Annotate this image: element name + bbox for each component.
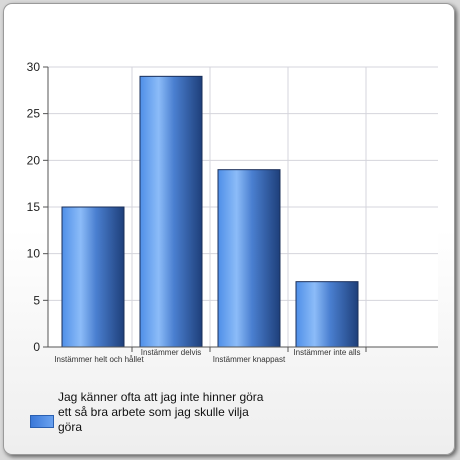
y-tick-label: 25 [27,107,41,121]
y-tick-label: 10 [27,247,41,261]
legend: Jag känner ofta att jag inte hinner göra… [30,390,330,442]
bar [295,281,359,348]
category-label: Instämmer knappast [213,355,286,364]
bar [61,206,125,348]
category-label: Instämmer delvis [141,348,201,357]
bar [139,75,203,348]
chart-frame: 0 5 10 15 20 25 30 Instämmer helt och hållet Ins… [3,3,455,455]
y-tick-label: 0 [33,340,40,354]
y-tick-label: 15 [27,200,41,214]
y-tick-label: 20 [27,153,41,167]
category-label: Instämmer inte alls [293,348,360,357]
legend-swatch [30,415,54,428]
y-tick-label: 30 [27,60,41,74]
bar [217,169,281,348]
category-label: Instämmer helt och hållet [54,355,144,364]
y-tick-label: 5 [33,293,40,307]
legend-series-label: Jag känner ofta att jag inte hinner göra… [58,390,264,434]
